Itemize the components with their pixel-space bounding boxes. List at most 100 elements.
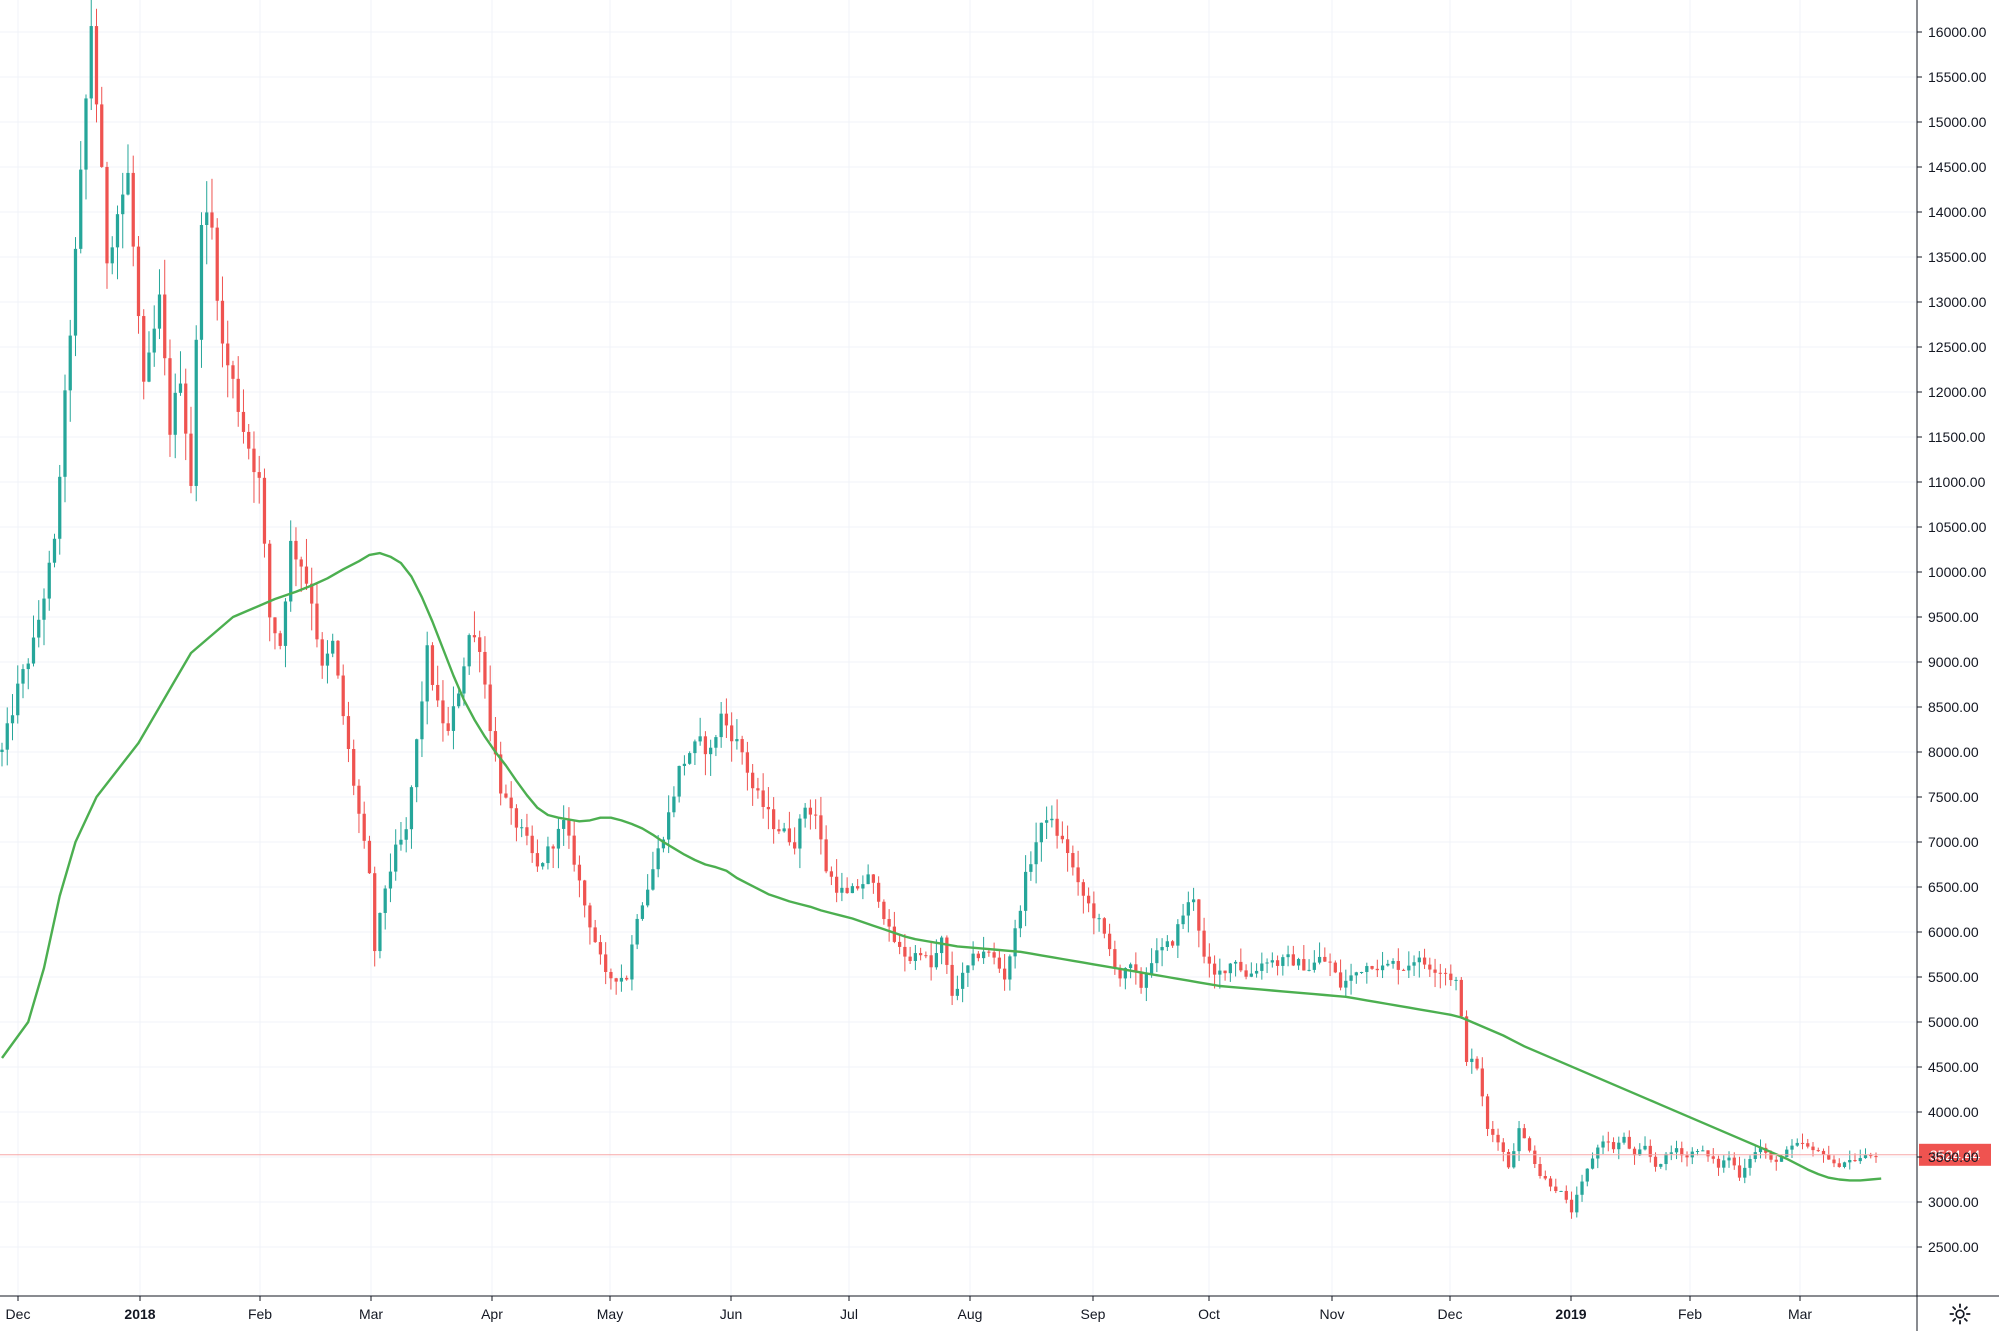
candle-body (1113, 949, 1117, 968)
candle-body (1144, 973, 1148, 988)
candle-body (1543, 1175, 1547, 1179)
candle-body (1874, 1156, 1878, 1158)
candle-body (1785, 1149, 1789, 1157)
candle-body (793, 842, 797, 849)
candle-body (63, 390, 67, 477)
candle-body (1501, 1142, 1505, 1152)
price-tick-label: 15000.00 (1928, 114, 1987, 130)
candle-body (1711, 1156, 1715, 1159)
candle-body (882, 901, 886, 920)
candle-body (299, 559, 303, 567)
candle-body (1233, 961, 1238, 964)
candle-body (467, 635, 471, 667)
candle-body (152, 328, 156, 353)
candle-body (1517, 1128, 1521, 1152)
candle-body (1086, 895, 1091, 904)
candle-body (1443, 972, 1448, 974)
candle-body (115, 214, 120, 248)
candle-body (514, 808, 519, 828)
candle-body (100, 104, 104, 167)
candle-body (714, 737, 718, 748)
candle-body (593, 927, 597, 943)
candle-body (1207, 956, 1211, 964)
candle-body (436, 684, 440, 701)
candle-body (68, 335, 72, 391)
candle-body (1722, 1160, 1726, 1168)
candle-body (1197, 899, 1201, 931)
candle-body (1559, 1190, 1563, 1192)
candle-body (567, 820, 571, 836)
candle-body (829, 871, 834, 877)
gear-icon[interactable] (1920, 1296, 1999, 1331)
candle-body (1002, 968, 1007, 980)
candle-body (1307, 969, 1311, 971)
price-tick-label: 8000.00 (1928, 744, 1979, 760)
candle-body (84, 98, 88, 170)
candle-body (1338, 972, 1343, 988)
candle-body (94, 26, 99, 105)
candle-body (1779, 1156, 1784, 1162)
candle-body (315, 603, 319, 640)
candle-body (672, 796, 676, 813)
candle-body (1611, 1142, 1616, 1150)
candle-body (1165, 941, 1169, 948)
candle-body (1643, 1145, 1647, 1150)
candle-body (877, 882, 881, 902)
candle-body (751, 772, 755, 789)
candle-body (1433, 969, 1437, 973)
candle-body (1533, 1150, 1537, 1164)
candle-body (908, 956, 912, 962)
candle-body (483, 651, 487, 685)
candle-body (992, 952, 996, 958)
candle-body (1412, 962, 1416, 966)
candle-body (1107, 933, 1112, 950)
candle-body (451, 706, 456, 731)
candle-body (1365, 966, 1369, 973)
candle-body (1491, 1128, 1495, 1135)
candle-body (782, 828, 786, 832)
time-tick-label: May (597, 1306, 623, 1322)
price-tick-label: 8500.00 (1928, 699, 1979, 715)
candle-body (1118, 967, 1122, 979)
candle-body (677, 765, 681, 797)
time-tick-label: Apr (481, 1306, 503, 1322)
candle-body (997, 957, 1001, 969)
candle-body (1128, 964, 1133, 969)
candle-body (1170, 941, 1175, 946)
candle-body (58, 476, 62, 539)
candle-body (157, 294, 162, 329)
candle-body (756, 788, 760, 791)
candle-body (1102, 918, 1106, 934)
price-tick-label: 6000.00 (1928, 924, 1979, 940)
price-tick-label: 3500.00 (1928, 1149, 1979, 1165)
candle-body (1632, 1148, 1637, 1156)
candle-body (1596, 1147, 1600, 1159)
candle-body (1223, 970, 1227, 974)
candle-body (1065, 839, 1070, 854)
candle-body (1601, 1141, 1605, 1148)
candle-body (1270, 960, 1274, 963)
candle-body (651, 869, 655, 890)
price-tick-label: 9000.00 (1928, 654, 1979, 670)
candle-body (955, 988, 959, 996)
candle-body (1050, 818, 1054, 821)
candle-body (415, 739, 419, 788)
candle-body (1832, 1159, 1836, 1164)
candle-body (1396, 960, 1400, 970)
candle-body (1265, 962, 1269, 964)
candle-body (1569, 1199, 1574, 1213)
candle-body (1344, 980, 1348, 988)
candle-body (383, 888, 387, 913)
candle-body (399, 839, 403, 845)
candle-body (73, 248, 78, 336)
candle-body (199, 224, 204, 340)
candle-body (1806, 1143, 1810, 1147)
candle-body (262, 477, 267, 544)
price-tick-label: 4000.00 (1928, 1104, 1979, 1120)
candle-body (1842, 1162, 1847, 1167)
candle-body (1716, 1158, 1721, 1168)
candle-body (824, 839, 828, 872)
candle-body (635, 918, 639, 945)
